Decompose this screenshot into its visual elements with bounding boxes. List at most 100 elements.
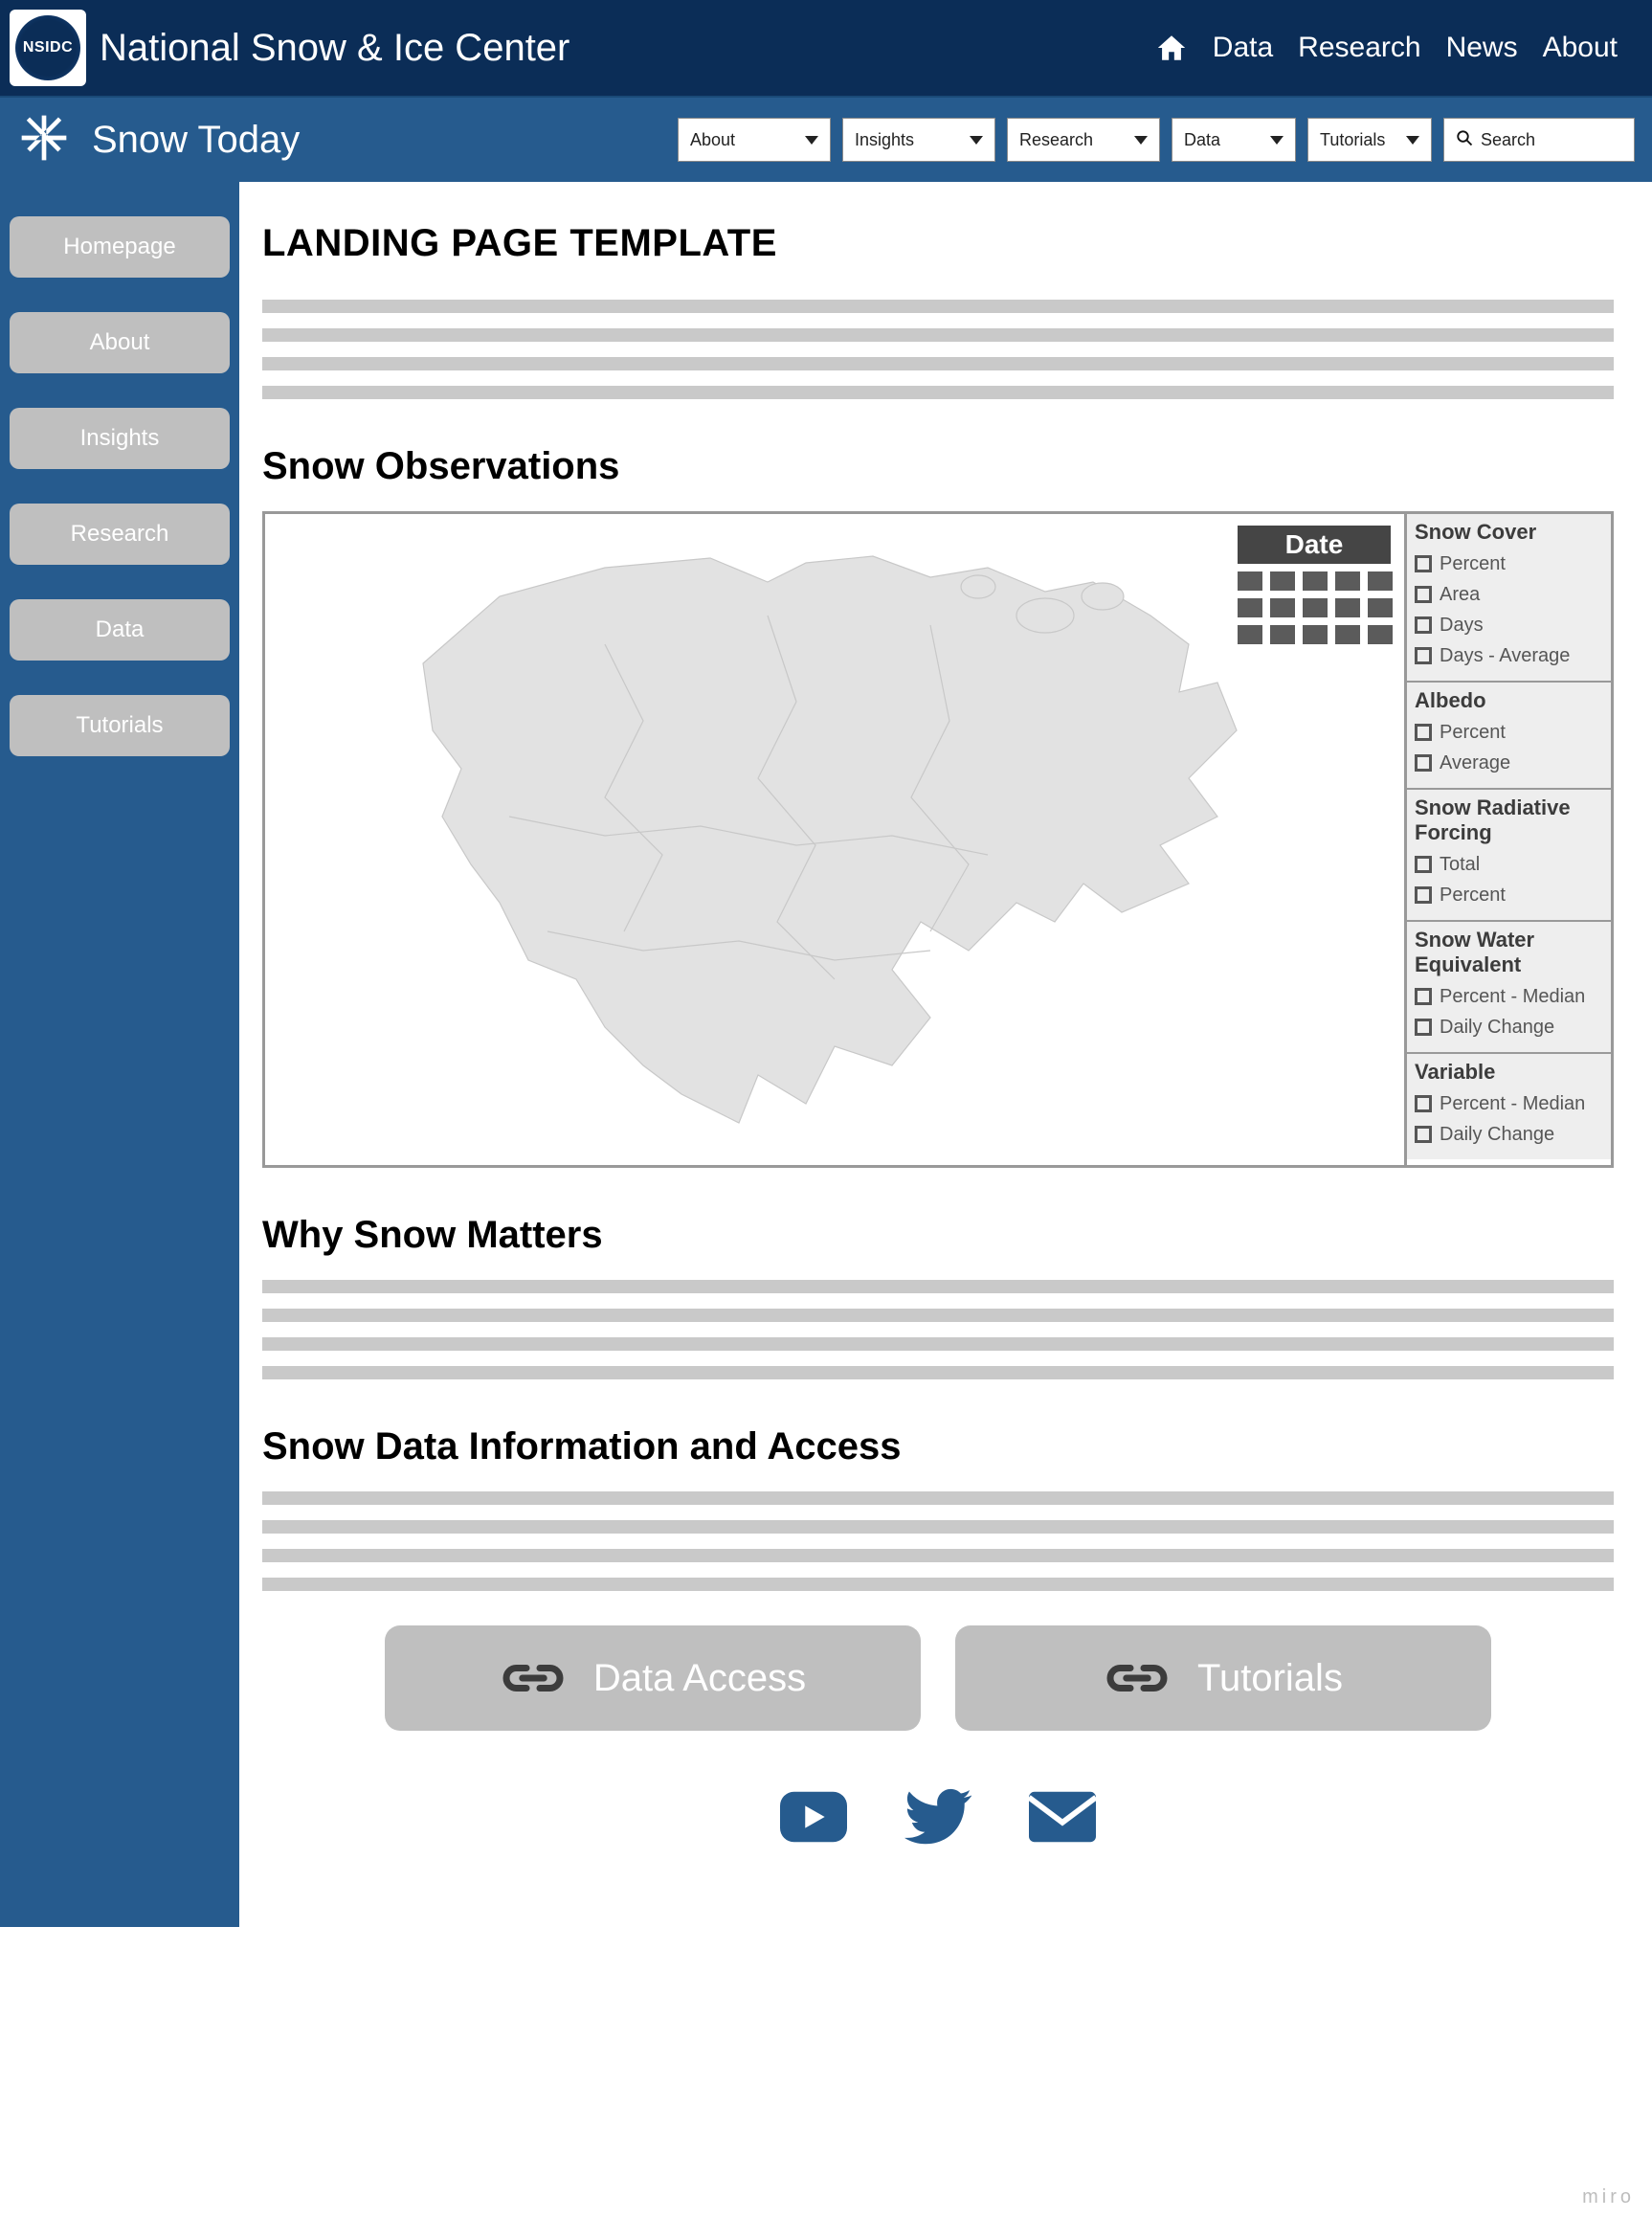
page-title: LANDING PAGE TEMPLATE	[262, 222, 1614, 265]
dropdown-insights-label: Insights	[855, 130, 914, 150]
top-header: NSIDC National Snow & Ice Center Data Re…	[0, 0, 1652, 96]
chevron-down-icon	[1134, 136, 1148, 145]
sidebar-item-tutorials[interactable]: Tutorials	[10, 695, 230, 756]
calendar-grid[interactable]	[1238, 571, 1393, 644]
sub-controls: About Insights Research Data Tutorials S…	[678, 118, 1635, 162]
sidebar-item-data[interactable]: Data	[10, 599, 230, 661]
dropdown-insights[interactable]: Insights	[842, 118, 995, 162]
checkbox-icon	[1415, 724, 1432, 741]
checkbox-icon	[1415, 616, 1432, 634]
legend-group-snow-cover: Snow Cover Percent Area Days Days - Aver…	[1407, 514, 1611, 683]
map-area[interactable]: Date	[265, 514, 1404, 1165]
sidebar-item-about[interactable]: About	[10, 312, 230, 373]
dropdown-research-label: Research	[1019, 130, 1093, 150]
map-widget: Date Snow Cover Percent Area Days Days -…	[262, 511, 1614, 1168]
legend-item-srf-percent[interactable]: Percent	[1415, 880, 1603, 910]
nav-research[interactable]: Research	[1298, 32, 1420, 64]
sidebar-item-research[interactable]: Research	[10, 504, 230, 565]
chevron-down-icon	[1406, 136, 1419, 145]
legend-item-var-pm[interactable]: Percent - Median	[1415, 1088, 1603, 1119]
home-icon[interactable]	[1155, 32, 1188, 64]
legend-item-sc-area[interactable]: Area	[1415, 579, 1603, 610]
checkbox-icon	[1415, 856, 1432, 873]
nav-news[interactable]: News	[1446, 32, 1518, 64]
placeholder-block-2	[262, 1280, 1614, 1379]
legend-group-albedo: Albedo Percent Average	[1407, 683, 1611, 790]
legend-item-swe-dc[interactable]: Daily Change	[1415, 1012, 1603, 1042]
legend-group-swe: Snow Water Equivalent Percent - Median D…	[1407, 922, 1611, 1054]
checkbox-icon	[1415, 988, 1432, 1005]
chevron-down-icon	[970, 136, 983, 145]
date-box: Date	[1238, 526, 1393, 644]
map-svg	[280, 529, 1389, 1142]
legend-item-al-percent[interactable]: Percent	[1415, 717, 1603, 748]
data-access-button[interactable]: Data Access	[385, 1625, 921, 1731]
section-data: Snow Data Information and Access	[262, 1425, 1614, 1468]
legend-title: Snow Water Equivalent	[1415, 928, 1603, 977]
legend-item-srf-total[interactable]: Total	[1415, 849, 1603, 880]
checkbox-icon	[1415, 1095, 1432, 1112]
dropdown-about[interactable]: About	[678, 118, 831, 162]
dropdown-about-label: About	[690, 130, 735, 150]
chevron-down-icon	[805, 136, 818, 145]
sub-title: Snow Today	[92, 119, 300, 162]
dropdown-research[interactable]: Research	[1007, 118, 1160, 162]
placeholder-block-3	[262, 1491, 1614, 1591]
legend-title: Snow Radiative Forcing	[1415, 795, 1603, 845]
checkbox-icon	[1415, 1019, 1432, 1036]
search-placeholder: Search	[1481, 130, 1535, 150]
youtube-icon[interactable]	[780, 1788, 847, 1850]
top-nav: Data Research News About	[1155, 32, 1618, 64]
search-input[interactable]: Search	[1443, 118, 1635, 162]
tutorials-button[interactable]: Tutorials	[955, 1625, 1491, 1731]
link-icon	[1104, 1652, 1171, 1704]
checkbox-icon	[1415, 555, 1432, 572]
logo-text: NSIDC	[15, 15, 80, 80]
tutorials-label: Tutorials	[1197, 1657, 1343, 1700]
legend-item-al-average[interactable]: Average	[1415, 748, 1603, 778]
snowflake-icon	[17, 111, 71, 169]
legend-item-sc-percent[interactable]: Percent	[1415, 549, 1603, 579]
nav-data[interactable]: Data	[1213, 32, 1273, 64]
search-icon	[1456, 129, 1473, 151]
legend-group-srf: Snow Radiative Forcing Total Percent	[1407, 790, 1611, 922]
sidebar-item-insights[interactable]: Insights	[10, 408, 230, 469]
email-icon[interactable]	[1029, 1788, 1096, 1850]
twitter-icon[interactable]	[904, 1788, 971, 1850]
logo[interactable]: NSIDC	[10, 10, 86, 86]
legend-title: Variable	[1415, 1060, 1603, 1085]
legend-title: Snow Cover	[1415, 520, 1603, 545]
legend-item-sc-days-avg[interactable]: Days - Average	[1415, 640, 1603, 671]
date-label: Date	[1238, 526, 1391, 564]
link-icon	[500, 1652, 567, 1704]
legend-item-sc-days[interactable]: Days	[1415, 610, 1603, 640]
checkbox-icon	[1415, 1126, 1432, 1143]
legend-item-swe-pm[interactable]: Percent - Median	[1415, 981, 1603, 1012]
sidebar-item-homepage[interactable]: Homepage	[10, 216, 230, 278]
chevron-down-icon	[1270, 136, 1284, 145]
checkbox-icon	[1415, 647, 1432, 664]
sub-header: Snow Today About Insights Research Data …	[0, 96, 1652, 182]
dropdown-tutorials[interactable]: Tutorials	[1307, 118, 1432, 162]
sidebar: Homepage About Insights Research Data Tu…	[0, 182, 239, 1927]
watermark: miro	[1582, 2186, 1635, 2208]
legend-title: Albedo	[1415, 688, 1603, 713]
legend-group-variable: Variable Percent - Median Daily Change	[1407, 1054, 1611, 1159]
placeholder-block-1	[262, 300, 1614, 399]
social-icons	[262, 1788, 1614, 1850]
content: LANDING PAGE TEMPLATE Snow Observations	[239, 182, 1652, 1927]
nav-about[interactable]: About	[1543, 32, 1618, 64]
layout: Homepage About Insights Research Data Tu…	[0, 182, 1652, 1927]
map-legend: Snow Cover Percent Area Days Days - Aver…	[1404, 514, 1611, 1165]
data-access-label: Data Access	[593, 1657, 806, 1700]
dropdown-data[interactable]: Data	[1172, 118, 1296, 162]
section-why: Why Snow Matters	[262, 1214, 1614, 1257]
dropdown-tutorials-label: Tutorials	[1320, 130, 1385, 150]
site-title: National Snow & Ice Center	[100, 27, 569, 70]
checkbox-icon	[1415, 886, 1432, 904]
checkbox-icon	[1415, 586, 1432, 603]
link-buttons: Data Access Tutorials	[262, 1625, 1614, 1731]
dropdown-data-label: Data	[1184, 130, 1220, 150]
legend-item-var-dc[interactable]: Daily Change	[1415, 1119, 1603, 1150]
section-observations: Snow Observations	[262, 445, 1614, 488]
